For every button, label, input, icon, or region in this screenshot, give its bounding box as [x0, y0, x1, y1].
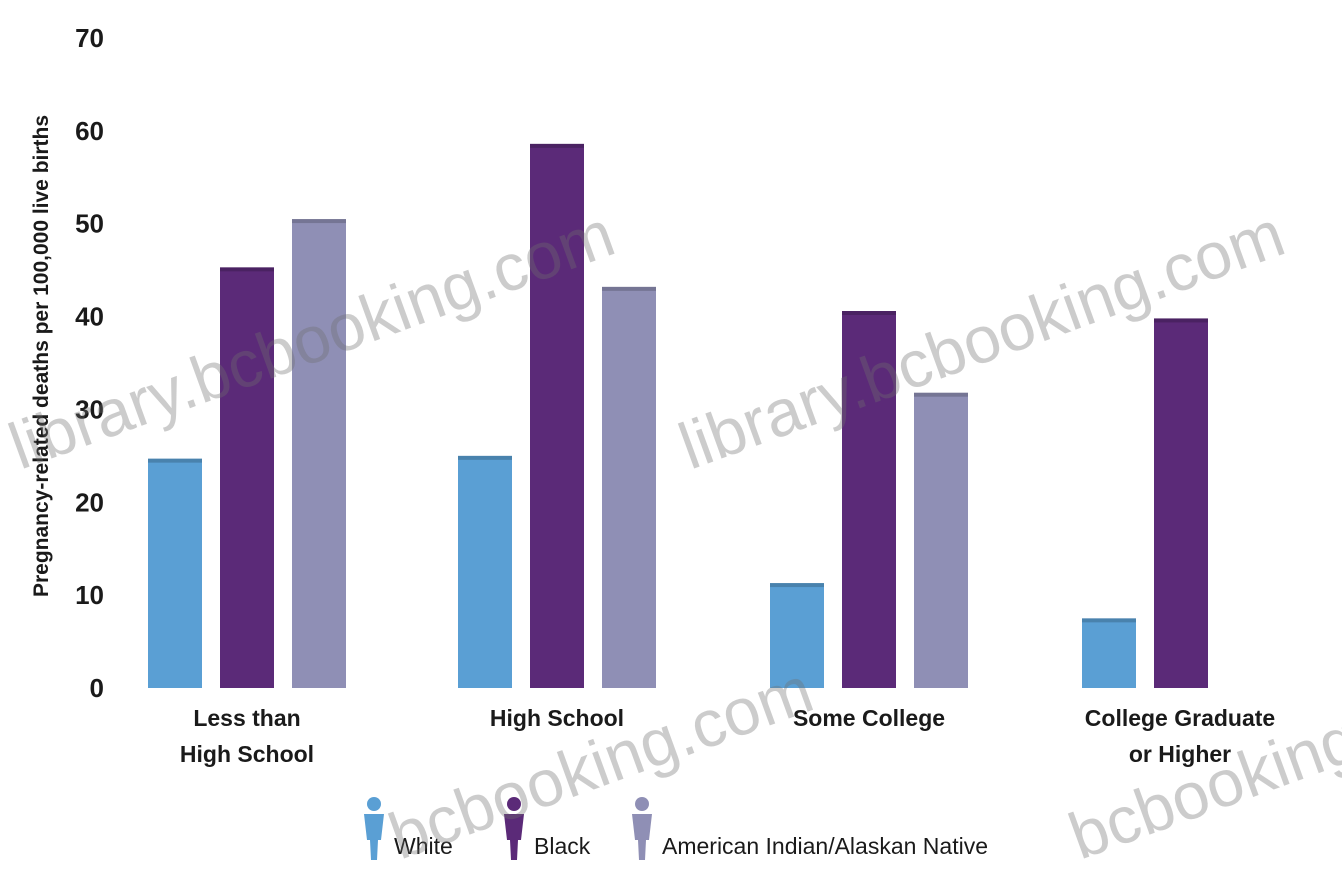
bar-cap [292, 219, 346, 224]
person-icon-body [364, 814, 384, 860]
legend-item: White [364, 797, 453, 860]
y-axis-title: Pregnancy-related deaths per 100,000 liv… [30, 115, 53, 597]
bar-black [842, 311, 896, 688]
y-tick-label: 20 [75, 487, 104, 517]
person-icon [632, 797, 652, 860]
category-label: High School [180, 741, 314, 767]
y-tick-label: 50 [75, 209, 104, 239]
category-label: Less than [193, 705, 300, 731]
y-tick-label: 10 [75, 580, 104, 610]
bars [148, 143, 1208, 689]
bar-cap [1082, 618, 1136, 623]
bar-black [1154, 318, 1208, 688]
person-icon-body [504, 814, 524, 860]
y-tick-label: 30 [75, 394, 104, 424]
bar-cap [220, 267, 274, 272]
bar-cap [1154, 318, 1208, 323]
bar-white [1082, 618, 1136, 688]
bar-cap [148, 458, 202, 463]
category-label: High School [490, 705, 624, 731]
y-tick-label: 60 [75, 116, 104, 146]
y-tick-label: 0 [90, 673, 104, 703]
bar-black [530, 143, 584, 688]
category-label: Some College [793, 705, 945, 731]
person-icon [364, 797, 384, 860]
bar-white [148, 458, 202, 688]
person-icon-body [632, 814, 652, 860]
category-labels: Less than High School High School Some Coll… [180, 705, 1275, 767]
bar-cap [602, 286, 656, 291]
bar-cap [530, 143, 584, 148]
bar-white [458, 455, 512, 688]
legend-label: American Indian/Alaskan Native [662, 833, 988, 859]
bar-cap [458, 455, 512, 460]
y-tick-label: 40 [75, 302, 104, 332]
person-icon-head [367, 797, 381, 811]
person-icon-head [507, 797, 521, 811]
y-axis-ticks: 0 10 20 30 40 50 60 70 [75, 23, 104, 703]
category-label: College Graduate [1085, 705, 1275, 731]
bar-white [770, 583, 824, 688]
bar-cap [842, 311, 896, 315]
legend-item: Black [504, 797, 591, 860]
y-tick-label: 70 [75, 23, 104, 53]
legend-label: White [394, 833, 453, 859]
bar-american-indian-alaskan-native [914, 392, 968, 688]
person-icon-head [635, 797, 649, 811]
bar-american-indian-alaskan-native [602, 286, 656, 688]
legend-item: American Indian/Alaskan Native [632, 797, 988, 860]
legend-label: Black [534, 833, 591, 859]
legend: White Black American Indian/Alaskan Native [364, 797, 988, 860]
bar-cap [770, 583, 824, 588]
bar-cap [914, 392, 968, 397]
bar-american-indian-alaskan-native [292, 219, 346, 689]
category-label: or Higher [1129, 741, 1231, 767]
bar-black [220, 267, 274, 688]
person-icon [504, 797, 524, 860]
